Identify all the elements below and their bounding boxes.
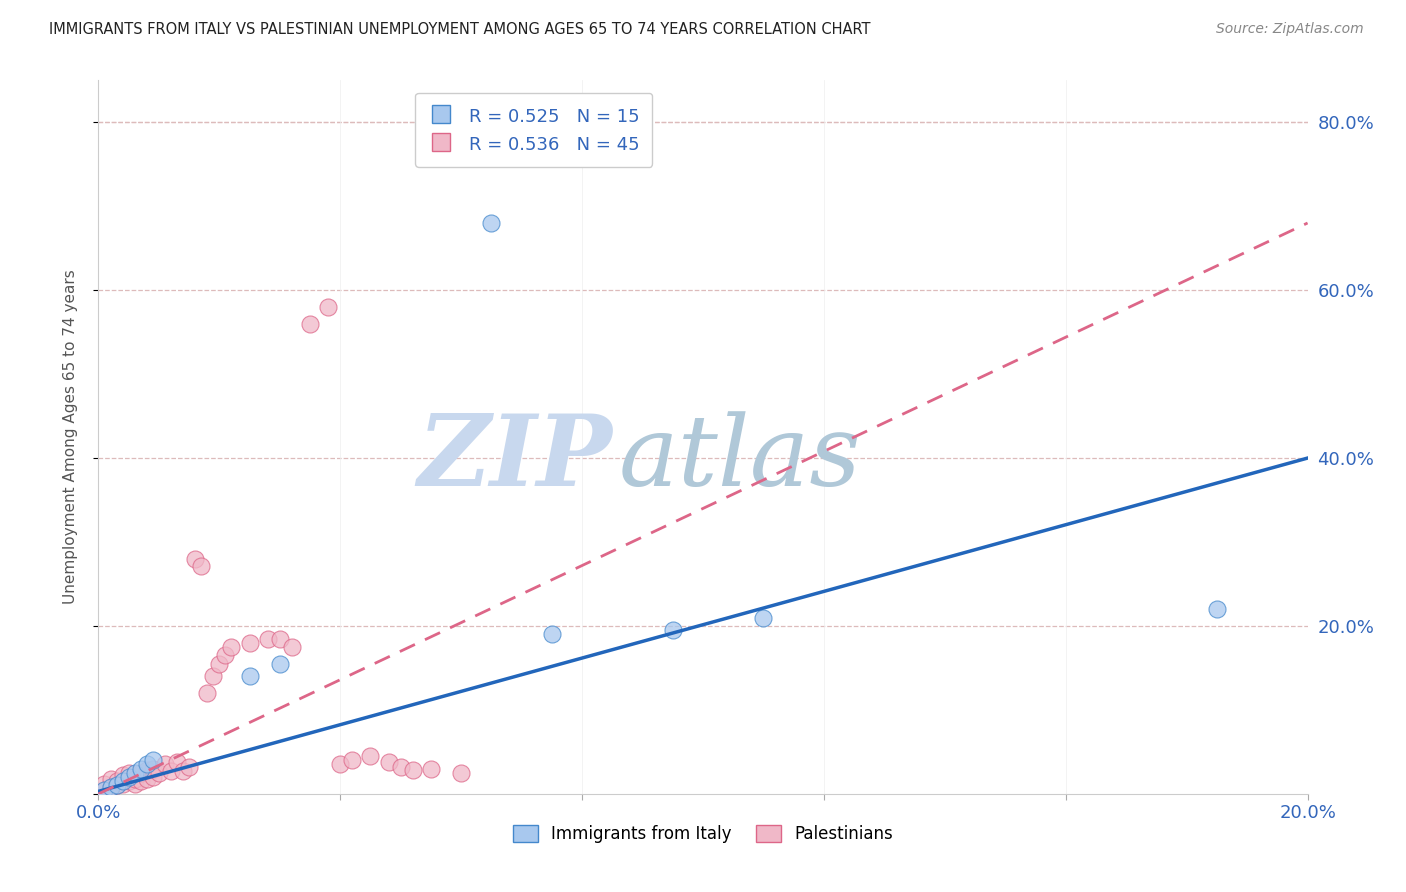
Point [100, 772, 122, 786]
Text: atlas: atlas [619, 411, 860, 506]
Point [153, 757, 176, 772]
Point [111, 768, 134, 782]
Legend: Immigrants from Italy, Palestinians: Immigrants from Italy, Palestinians [506, 818, 900, 850]
Point [105, 779, 128, 793]
Point [166, 755, 188, 769]
Point [142, 753, 165, 767]
Point [221, 640, 243, 654]
Point [135, 764, 157, 778]
Point [160, 764, 183, 779]
Point [239, 636, 262, 650]
Point [142, 770, 165, 784]
Point [281, 640, 304, 654]
Text: Source: ZipAtlas.com: Source: ZipAtlas.com [1216, 22, 1364, 37]
Point [100, 780, 122, 794]
Point [389, 760, 412, 774]
Point [402, 764, 425, 778]
Point [124, 765, 146, 780]
Point [118, 770, 141, 784]
Point [269, 632, 291, 646]
Point [124, 772, 146, 786]
Point [135, 757, 157, 772]
Point [420, 762, 443, 776]
Point [124, 777, 146, 791]
Point [129, 762, 152, 776]
Point [256, 632, 278, 646]
Point [148, 765, 170, 780]
Point [661, 623, 683, 637]
Point [214, 648, 236, 663]
Point [142, 762, 165, 776]
Point [93, 782, 115, 797]
Point [179, 760, 201, 774]
Point [93, 782, 115, 797]
Point [1206, 602, 1229, 616]
Text: ZIP: ZIP [418, 410, 613, 507]
Text: IMMIGRANTS FROM ITALY VS PALESTINIAN UNEMPLOYMENT AMONG AGES 65 TO 74 YEARS CORR: IMMIGRANTS FROM ITALY VS PALESTINIAN UNE… [49, 22, 870, 37]
Point [190, 558, 212, 573]
Point [105, 779, 128, 793]
Point [239, 669, 262, 683]
Point [93, 777, 115, 791]
Point [316, 300, 339, 314]
Point [129, 774, 152, 789]
Point [105, 774, 128, 789]
Point [202, 669, 225, 683]
Point [360, 749, 382, 764]
Point [111, 777, 134, 791]
Point [118, 765, 141, 780]
Point [752, 610, 775, 624]
Point [329, 757, 352, 772]
Point [208, 657, 231, 671]
Point [118, 774, 141, 789]
Point [195, 686, 218, 700]
Point [342, 753, 364, 767]
Point [299, 317, 322, 331]
Point [377, 755, 399, 769]
Point [540, 627, 562, 641]
Y-axis label: Unemployment Among Ages 65 to 74 years: Unemployment Among Ages 65 to 74 years [63, 269, 77, 605]
Point [100, 780, 122, 794]
Point [135, 772, 157, 786]
Point [481, 216, 503, 230]
Point [450, 765, 472, 780]
Point [269, 657, 291, 671]
Point [172, 764, 194, 779]
Point [129, 765, 152, 780]
Point [184, 551, 207, 566]
Point [111, 774, 134, 789]
